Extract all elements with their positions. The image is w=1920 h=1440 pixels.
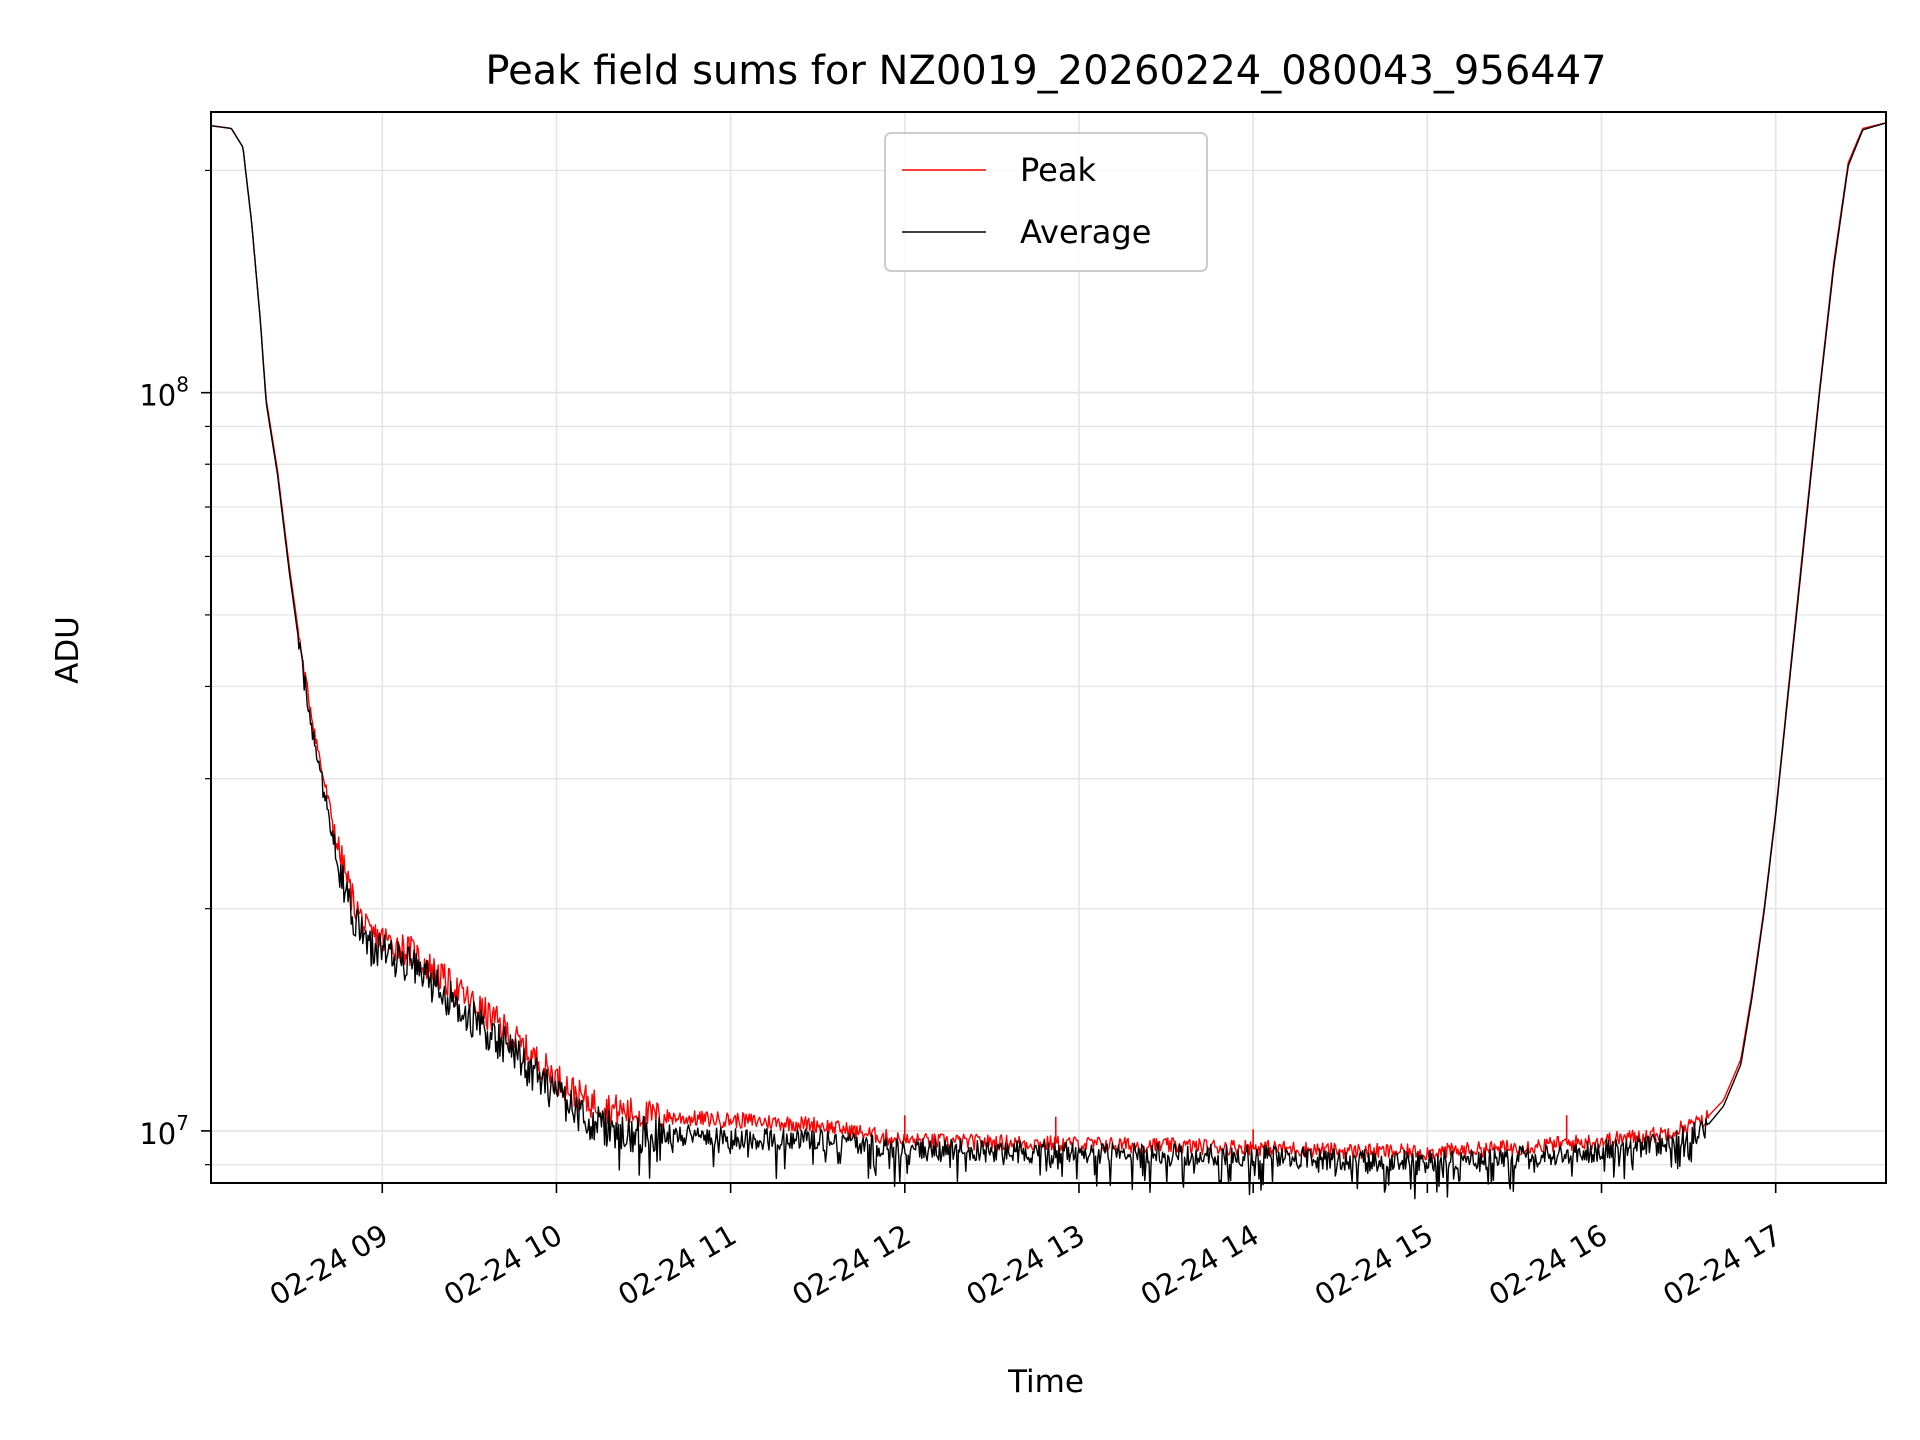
series-layer [210, 122, 1887, 1200]
y-axis-label: ADU [50, 616, 86, 684]
legend: Peak Average [884, 132, 1208, 272]
chart-title: Peak field sums for NZ0019_20260224_0800… [485, 48, 1606, 94]
legend-label-peak: Peak [1020, 151, 1096, 189]
legend-box [884, 132, 1208, 272]
legend-label-average: Average [1020, 213, 1151, 251]
plot-frame [210, 111, 1887, 1184]
x-axis-label: Time [1007, 1364, 1084, 1400]
series-line-average [210, 122, 1887, 1200]
y-tick-label: 107 [139, 1111, 189, 1151]
y-tick-label: 108 [139, 373, 189, 413]
grid [211, 112, 1886, 1183]
